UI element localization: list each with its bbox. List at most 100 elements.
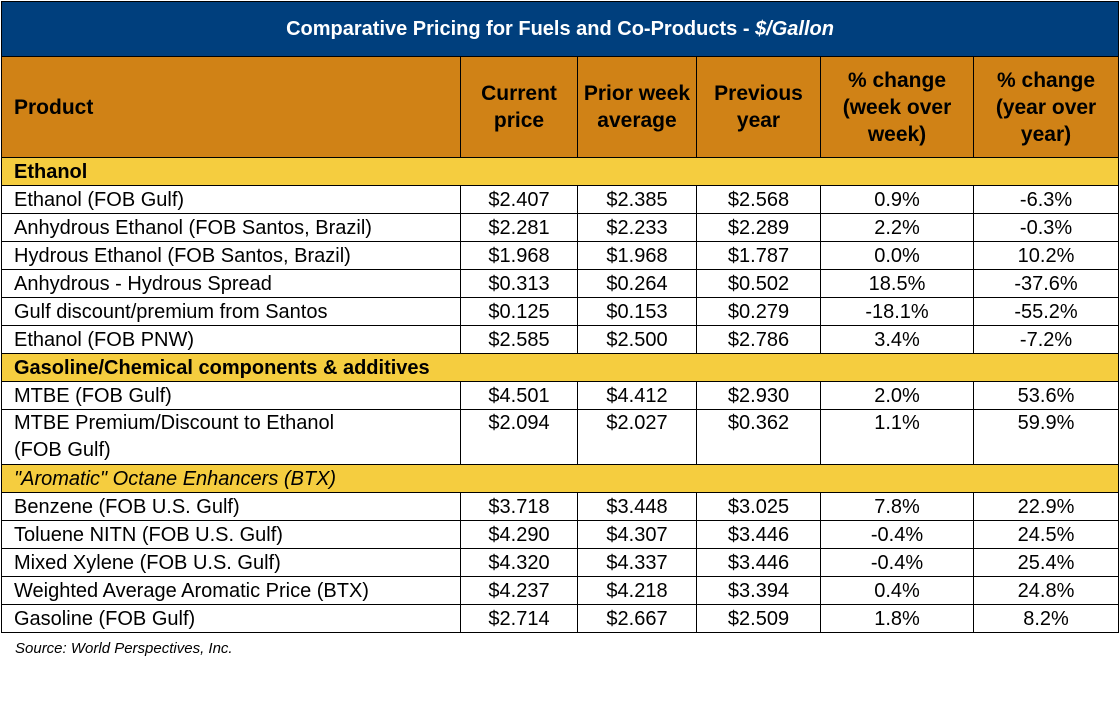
cell-previous-year: $0.279 — [696, 297, 821, 326]
cell-product: Anhydrous - Hydrous Spread — [1, 269, 461, 298]
cell-previous-year: $3.446 — [696, 520, 821, 549]
section-label: Gasoline/Chemical components & additives — [0, 353, 1120, 382]
cell-current-price: $3.718 — [460, 492, 578, 521]
cell-current-price: $2.407 — [460, 185, 578, 214]
cell-prior-week-average: $2.385 — [577, 185, 697, 214]
cell-current-price: $4.237 — [460, 576, 578, 605]
cell-pct-change-week: -0.4% — [820, 520, 974, 549]
table-row: Gulf discount/premium from Santos $0.125 $… — [1, 297, 1120, 326]
cell-previous-year: $0.502 — [696, 269, 821, 298]
column-header-current-price: Current price — [460, 56, 578, 158]
cell-pct-change-year: 24.5% — [972, 520, 1120, 549]
cell-previous-year: $2.289 — [696, 213, 821, 242]
column-header-pct-change-week: % change (week over week) — [820, 56, 974, 158]
cell-pct-change-week: 3.4% — [820, 325, 974, 354]
table-row: Weighted Average Aromatic Price (BTX) $4.… — [1, 576, 1120, 605]
cell-pct-change-week: 1.8% — [820, 604, 974, 633]
table-row: Anhydrous Ethanol (FOB Santos, Brazil) $2… — [1, 213, 1120, 242]
cell-previous-year: $1.787 — [696, 241, 821, 270]
cell-pct-change-year: 25.4% — [972, 548, 1120, 577]
cell-prior-week-average: $1.968 — [577, 241, 697, 270]
cell-product: MTBE Premium/Discount to Ethanol (FOB Gu… — [1, 409, 461, 465]
pricing-table: Comparative Pricing for Fuels and Co-Pro… — [0, 1, 1120, 633]
table-row: Gasoline (FOB Gulf) $2.714 $2.667 $2.509 1.8… — [1, 604, 1120, 633]
cell-prior-week-average: $4.218 — [577, 576, 697, 605]
cell-prior-week-average: $4.307 — [577, 520, 697, 549]
table-row: Ethanol (FOB PNW) $2.585 $2.500 $2.786 3.4% -… — [1, 325, 1120, 354]
table-row: Ethanol (FOB Gulf) $2.407 $2.385 $2.568 0.9%… — [1, 185, 1120, 214]
cell-pct-change-year: 8.2% — [972, 604, 1120, 633]
cell-pct-change-week: 2.2% — [820, 213, 974, 242]
cell-pct-change-year: -6.3% — [972, 185, 1120, 214]
table-row: Mixed Xylene (FOB U.S. Gulf) $4.320 $4.337… — [1, 548, 1120, 577]
section-label: "Aromatic" Octane Enhancers (BTX) — [0, 464, 1120, 493]
cell-current-price: $0.125 — [460, 297, 578, 326]
cell-pct-change-week: -18.1% — [820, 297, 974, 326]
cell-pct-change-year: -37.6% — [972, 269, 1120, 298]
cell-prior-week-average: $0.264 — [577, 269, 697, 298]
column-header-product: Product — [1, 56, 461, 158]
cell-current-price: $4.501 — [460, 381, 578, 410]
cell-pct-change-week: 0.0% — [820, 241, 974, 270]
cell-pct-change-year: 24.8% — [972, 576, 1120, 605]
column-header-prior-week-average: Prior week average — [577, 56, 697, 158]
cell-prior-week-average: $2.667 — [577, 604, 697, 633]
cell-pct-change-week: 0.9% — [820, 185, 974, 214]
cell-prior-week-average: $0.153 — [577, 297, 697, 326]
source-note: Source: World Perspectives, Inc. — [15, 640, 233, 657]
section-header-row: Ethanol — [0, 157, 1120, 186]
cell-pct-change-year: 53.6% — [972, 381, 1120, 410]
section-header-row: Gasoline/Chemical components & additives — [0, 353, 1120, 382]
cell-pct-change-week: 1.1% — [820, 409, 974, 465]
cell-product: Hydrous Ethanol (FOB Santos, Brazil) — [1, 241, 461, 270]
cell-prior-week-average: $2.027 — [577, 409, 697, 465]
cell-previous-year: $2.568 — [696, 185, 821, 214]
cell-current-price: $1.968 — [460, 241, 578, 270]
cell-previous-year: $3.025 — [696, 492, 821, 521]
cell-pct-change-year: 10.2% — [972, 241, 1120, 270]
column-header-previous-year: Previous year — [696, 56, 821, 158]
cell-previous-year: $2.930 — [696, 381, 821, 410]
cell-product: Weighted Average Aromatic Price (BTX) — [1, 576, 461, 605]
table-row: Toluene NITN (FOB U.S. Gulf) $4.290 $4.307… — [1, 520, 1120, 549]
cell-prior-week-average: $4.337 — [577, 548, 697, 577]
column-header-pct-change-year: % change (year over year) — [972, 56, 1120, 158]
cell-previous-year: $3.394 — [696, 576, 821, 605]
cell-previous-year: $0.362 — [696, 409, 821, 465]
cell-current-price: $2.094 — [460, 409, 578, 465]
cell-prior-week-average: $3.448 — [577, 492, 697, 521]
section-header-row: "Aromatic" Octane Enhancers (BTX) — [0, 464, 1120, 493]
cell-previous-year: $3.446 — [696, 548, 821, 577]
table-row: MTBE Premium/Discount to Ethanol (FOB Gu… — [1, 409, 1120, 465]
cell-previous-year: $2.509 — [696, 604, 821, 633]
table-row: MTBE (FOB Gulf) $4.501 $4.412 $2.930 2.0% 53.… — [1, 381, 1120, 410]
table-row: Benzene (FOB U.S. Gulf) $3.718 $3.448 $3.02… — [1, 492, 1120, 521]
cell-pct-change-week: 2.0% — [820, 381, 974, 410]
cell-product: MTBE (FOB Gulf) — [1, 381, 461, 410]
cell-product: Ethanol (FOB PNW) — [1, 325, 461, 354]
cell-prior-week-average: $2.233 — [577, 213, 697, 242]
cell-pct-change-week: 0.4% — [820, 576, 974, 605]
cell-current-price: $4.290 — [460, 520, 578, 549]
section-label: Ethanol — [0, 157, 1120, 186]
cell-current-price: $4.320 — [460, 548, 578, 577]
table-title-unit: $/Gallon — [755, 17, 834, 40]
cell-product: Mixed Xylene (FOB U.S. Gulf) — [1, 548, 461, 577]
cell-pct-change-year: 59.9% — [972, 409, 1120, 465]
table-row: Anhydrous - Hydrous Spread $0.313 $0.264 $0… — [1, 269, 1120, 298]
cell-pct-change-week: 7.8% — [820, 492, 974, 521]
cell-product: Gulf discount/premium from Santos — [1, 297, 461, 326]
cell-product: Benzene (FOB U.S. Gulf) — [1, 492, 461, 521]
cell-current-price: $2.714 — [460, 604, 578, 633]
table-title: Comparative Pricing for Fuels and Co-Pro… — [0, 1, 1120, 57]
table-row: Hydrous Ethanol (FOB Santos, Brazil) $1.9… — [1, 241, 1120, 270]
cell-pct-change-week: 18.5% — [820, 269, 974, 298]
cell-pct-change-year: -7.2% — [972, 325, 1120, 354]
cell-pct-change-year: 22.9% — [972, 492, 1120, 521]
cell-product: Toluene NITN (FOB U.S. Gulf) — [1, 520, 461, 549]
cell-pct-change-week: -0.4% — [820, 548, 974, 577]
cell-current-price: $0.313 — [460, 269, 578, 298]
cell-pct-change-year: -55.2% — [972, 297, 1120, 326]
cell-product: Ethanol (FOB Gulf) — [1, 185, 461, 214]
cell-product: Gasoline (FOB Gulf) — [1, 604, 461, 633]
